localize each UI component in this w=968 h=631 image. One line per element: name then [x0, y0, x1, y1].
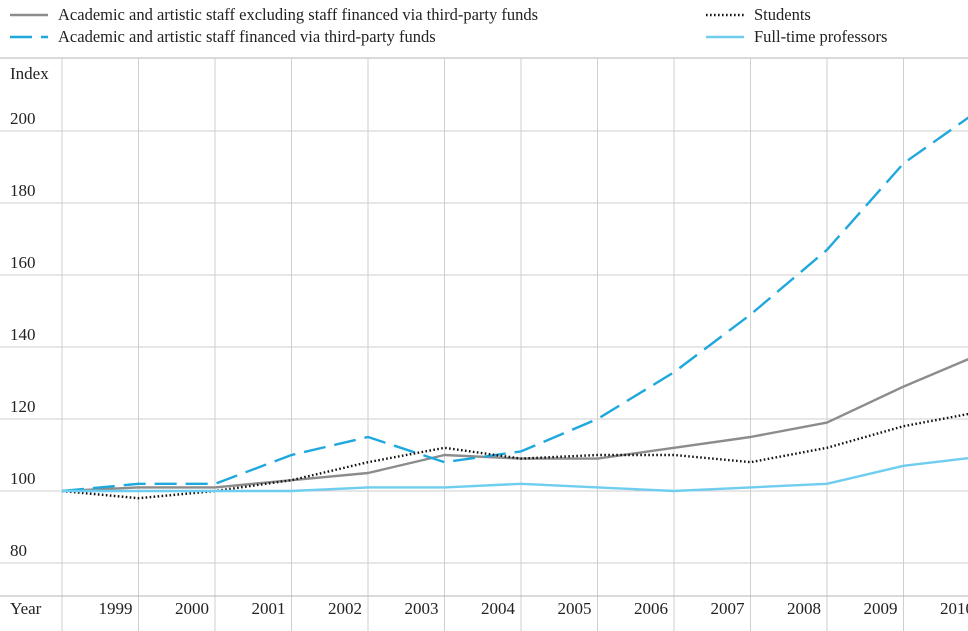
series-line-4 [62, 457, 968, 493]
x-tick-label: 2000 [175, 599, 209, 618]
y-tick-label: 200 [10, 109, 36, 128]
x-tick-label: 2006 [634, 599, 668, 618]
x-tick-label: 2010 [940, 599, 968, 618]
x-axis-label: Year [10, 599, 42, 618]
x-tick-labels: 1999 2000 2001 2002 2003 2004 2005 2006 2007 2008… [99, 599, 968, 618]
legend-label-2: Academic and artistic staff financed via… [58, 27, 436, 46]
legend-label-1: Academic and artistic staff excluding st… [58, 5, 538, 24]
series-line-2 [61, 116, 968, 493]
y-tick-label: 160 [10, 253, 36, 272]
x-tick-label: 2003 [405, 599, 439, 618]
x-tick-label: 2007 [711, 599, 746, 618]
x-tick-label: 2001 [252, 599, 286, 618]
y-tick-label: 180 [10, 181, 36, 200]
y-tick-label: 120 [10, 397, 36, 416]
y-tick-label: 140 [10, 325, 36, 344]
y-tick-label: 80 [10, 541, 27, 560]
x-tick-label: 2009 [864, 599, 898, 618]
series-lines [61, 116, 968, 500]
x-tick-label: 1999 [99, 599, 133, 618]
y-tick-labels: 80 100 120 140 160 180 200 [10, 109, 36, 560]
y-axis-label: Index [10, 64, 49, 83]
legend-label-4: Full-time professors [754, 27, 887, 46]
y-tick-label: 100 [10, 469, 36, 488]
legend: Academic and artistic staff excluding st… [10, 5, 887, 46]
series-line-3 [61, 412, 968, 500]
x-tick-label: 2002 [328, 599, 362, 618]
x-tick-label: 2004 [481, 599, 516, 618]
grid [0, 57, 968, 631]
x-tick-label: 2008 [787, 599, 821, 618]
x-tick-label: 2005 [558, 599, 592, 618]
series-line-1 [61, 357, 968, 493]
legend-label-3: Students [754, 5, 811, 24]
